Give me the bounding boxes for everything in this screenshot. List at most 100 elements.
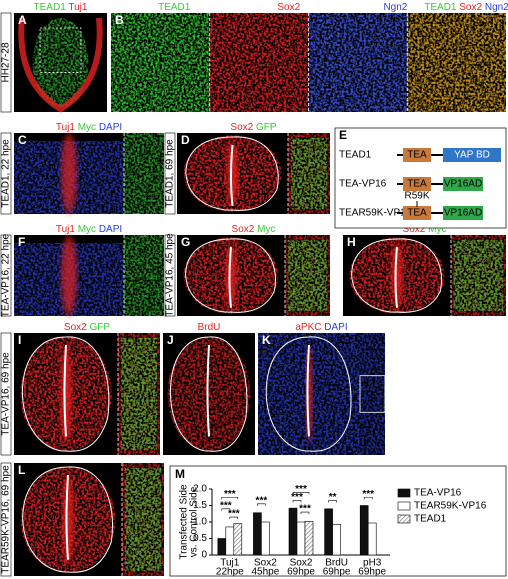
panel-letter: H bbox=[347, 235, 356, 249]
side-label: TEAD1, 22 hpe bbox=[1, 139, 12, 208]
stain bbox=[32, 17, 89, 108]
legend-label: TEAR59K-VP16 bbox=[414, 501, 487, 512]
construct-name: TEA-VP16 bbox=[339, 179, 387, 190]
stain bbox=[454, 240, 503, 311]
panel-letter: M bbox=[175, 467, 185, 481]
sig-bracket bbox=[229, 516, 239, 520]
stain bbox=[124, 235, 164, 316]
stain bbox=[111, 13, 210, 112]
domain bbox=[443, 206, 483, 220]
side-label: TEAR59K-VP16, 69 hpe bbox=[1, 465, 12, 574]
bar bbox=[225, 526, 235, 556]
side-frame bbox=[0, 462, 12, 577]
bar bbox=[367, 522, 377, 556]
construct-name: TEAR59K-VP16 bbox=[339, 208, 412, 219]
channel-name: Sox2 bbox=[277, 2, 300, 13]
channel-label: Sox2 Myc bbox=[403, 224, 447, 235]
channel-name: DAPI bbox=[324, 322, 347, 333]
stain bbox=[407, 13, 506, 112]
bar bbox=[288, 507, 298, 556]
legend-swatch bbox=[397, 488, 411, 498]
tissue-outline bbox=[185, 238, 276, 313]
stain bbox=[121, 338, 157, 450]
legend-swatch bbox=[397, 501, 411, 511]
stain bbox=[167, 336, 251, 452]
channel-name: BrdU bbox=[198, 322, 221, 333]
channel-label: Sox2 bbox=[277, 2, 300, 13]
sig-label: *** bbox=[362, 489, 374, 500]
lumen bbox=[306, 344, 310, 437]
bar bbox=[296, 521, 306, 556]
panel-letter: G bbox=[181, 235, 190, 249]
x-tick-label: pH3 bbox=[363, 558, 382, 569]
channel-name: TEAD1 bbox=[158, 2, 191, 13]
domain bbox=[403, 206, 431, 220]
glow bbox=[62, 474, 74, 565]
sig-bracket bbox=[292, 500, 302, 503]
lumen bbox=[230, 144, 234, 206]
sig-bracket bbox=[328, 500, 337, 503]
channel-name: Sox2 bbox=[64, 322, 90, 333]
channel-name: aPKC bbox=[295, 322, 324, 333]
channel-name: Tuj1 bbox=[68, 2, 88, 13]
sig-label: *** bbox=[220, 500, 232, 511]
channel-name: TEAD1 bbox=[34, 2, 69, 13]
channel-name: Sox2 bbox=[403, 224, 429, 235]
bar bbox=[332, 524, 341, 556]
bar bbox=[233, 523, 243, 556]
channel-name: Myc bbox=[78, 224, 99, 235]
channel-label: Sox2 Myc bbox=[232, 224, 276, 235]
stain bbox=[308, 13, 408, 112]
domain bbox=[443, 148, 501, 162]
bar bbox=[324, 508, 333, 556]
channel-label: Sox2 GFP bbox=[64, 322, 110, 333]
stain bbox=[209, 13, 309, 112]
lumen bbox=[228, 246, 232, 308]
sig-label: *** bbox=[299, 504, 311, 515]
channel-name: Myc bbox=[257, 224, 275, 235]
domain-label: VP16AD bbox=[444, 208, 482, 219]
x-tick-label: 45hpe bbox=[251, 567, 279, 578]
sig-label: *** bbox=[228, 509, 240, 520]
panel-letter: A bbox=[18, 13, 27, 27]
sig-bracket bbox=[257, 503, 266, 506]
sig-label: *** bbox=[256, 495, 268, 506]
x-tick-label: 22hpe bbox=[216, 567, 244, 578]
channel-name: Tuj1 bbox=[56, 224, 78, 235]
lumen bbox=[63, 344, 67, 437]
legend-label: TEAD1 bbox=[414, 514, 447, 525]
inset-box bbox=[39, 27, 82, 73]
channel-name: Ngn2 bbox=[485, 2, 508, 13]
y-tick-label: 1.0 bbox=[193, 517, 207, 528]
channel-label: Tuj1 Myc DAPI bbox=[56, 224, 122, 235]
domain-label: YAP BD bbox=[454, 150, 490, 161]
glow bbox=[60, 345, 72, 443]
y-tick-label: 0.5 bbox=[193, 533, 207, 544]
stain bbox=[360, 333, 385, 455]
channel-name: GFP bbox=[90, 322, 111, 333]
domain bbox=[403, 148, 431, 162]
y-tick-label: 0 bbox=[201, 550, 207, 561]
sig-bracket bbox=[221, 508, 231, 511]
stain bbox=[124, 133, 164, 214]
side-label: TEA-VP16, 45 hpe bbox=[165, 233, 176, 317]
tissue-outline bbox=[22, 466, 113, 573]
panel-letter: I bbox=[18, 333, 21, 347]
lumen bbox=[206, 344, 210, 437]
channel-label: Ngn2 bbox=[383, 2, 407, 13]
channel-name: Ngn2 bbox=[383, 2, 407, 13]
panel-letter: C bbox=[18, 133, 27, 147]
channel-label: TEAD1 Tuj1 bbox=[34, 2, 88, 13]
mutation-label: R59K bbox=[404, 191, 429, 202]
channel-name: Myc bbox=[78, 122, 99, 133]
x-tick-label: BrdU bbox=[325, 558, 348, 569]
legend-swatch bbox=[397, 514, 411, 524]
bar bbox=[253, 512, 262, 556]
lumen bbox=[394, 246, 398, 308]
x-tick-label: Sox2 bbox=[254, 558, 277, 569]
side-label: TEAD1, 69 hpe bbox=[165, 139, 176, 208]
domain bbox=[403, 177, 431, 191]
x-tick-label: 69hpe bbox=[358, 567, 386, 578]
sig-bracket bbox=[363, 496, 373, 500]
chart-frame bbox=[169, 465, 507, 577]
